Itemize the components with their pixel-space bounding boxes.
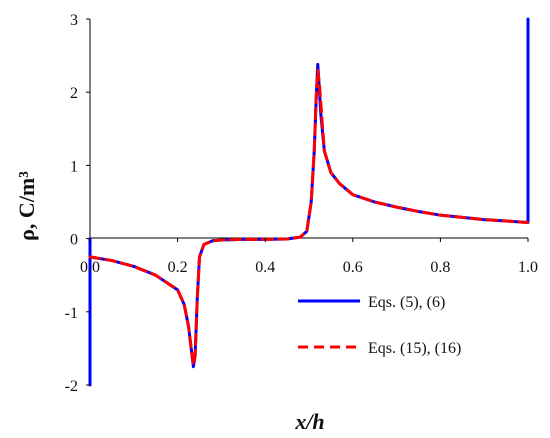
y-tick-label: 3 xyxy=(70,12,78,29)
x-tick-label: 0.8 xyxy=(430,259,450,276)
axes-layer xyxy=(89,19,528,385)
series-eqs-5-6-line xyxy=(88,17,530,387)
x-tick-label: 1.0 xyxy=(518,259,538,276)
x-tick-label: 0.2 xyxy=(168,259,188,276)
legend-layer: Eqs. (5), (6) Eqs. (15), (16) xyxy=(298,294,461,357)
y-axis-title: ρ, C/m³ xyxy=(14,171,39,241)
y-tick-label: 2 xyxy=(70,85,78,102)
y-tick-label: -1 xyxy=(65,305,78,322)
y-tick-label: -2 xyxy=(65,378,78,395)
ticks-layer: 0.0 0.2 0.4 0.6 0.8 1.0 -2 -1 0 1 2 3 xyxy=(65,12,538,395)
series-eqs-15-16-line xyxy=(88,68,530,366)
legend-label-eqs-15-16: Eqs. (15), (16) xyxy=(368,340,461,357)
legend-label-eqs-5-6: Eqs. (5), (6) xyxy=(368,294,445,311)
x-tick-label: 0.0 xyxy=(80,259,100,276)
x-tick-label: 0.4 xyxy=(255,259,275,276)
y-tick-label: 1 xyxy=(70,158,78,175)
x-tick-label: 0.6 xyxy=(343,259,363,276)
x-axis-title: x/h xyxy=(294,409,324,434)
y-tick-label: 0 xyxy=(70,232,78,249)
series-layer xyxy=(88,17,530,387)
